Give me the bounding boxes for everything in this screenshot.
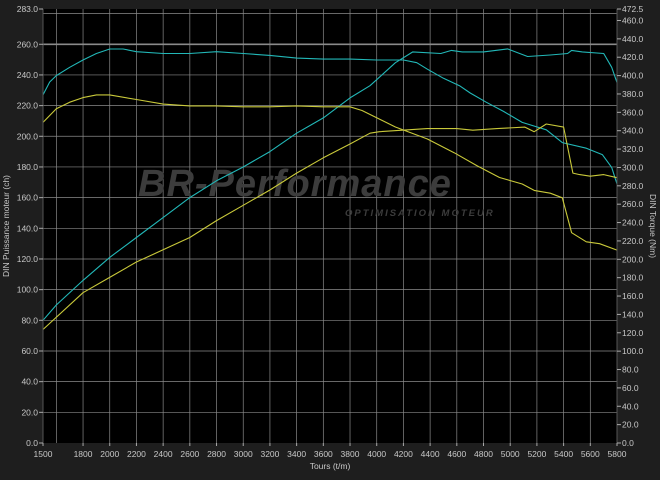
y-left-tick-label: 100.0 bbox=[17, 285, 39, 295]
y-left-tick-label: 20.0 bbox=[21, 407, 38, 417]
y-left-tick-label: 140.0 bbox=[17, 223, 39, 233]
watermark-logo: BR-Performance bbox=[138, 163, 452, 205]
y-left-tick-label: 200.0 bbox=[17, 131, 39, 141]
x-tick-label: 2800 bbox=[207, 449, 226, 459]
y-right-tick-label: 140.0 bbox=[622, 309, 644, 319]
y-left-tick-label: 80.0 bbox=[21, 315, 38, 325]
x-tick-label: 2400 bbox=[154, 449, 173, 459]
y-right-tick-label: 472.5 bbox=[622, 4, 644, 14]
x-axis-title: Tours (t/m) bbox=[310, 461, 351, 471]
x-tick-label: 1800 bbox=[74, 449, 93, 459]
y-right-tick-label: 320.0 bbox=[622, 144, 644, 154]
y-right-tick-label: 340.0 bbox=[622, 126, 644, 136]
y-left-tick-label: 240.0 bbox=[17, 70, 39, 80]
y-right-tick-label: 20.0 bbox=[622, 420, 639, 430]
x-tick-label: 4600 bbox=[447, 449, 466, 459]
axes: 1500 1800 2000 2200 2400 2600 2800 3000 3200 3400… bbox=[17, 4, 644, 459]
x-tick-label: 4200 bbox=[394, 449, 413, 459]
y-right-tick-label: 380.0 bbox=[622, 89, 644, 99]
y-right-tick-label: 420.0 bbox=[622, 52, 644, 62]
series-yellow-power-line bbox=[42, 123, 618, 330]
y-axis-right-title: DIN Torque (Nm) bbox=[648, 194, 658, 258]
y-right-tick-label: 40.0 bbox=[622, 401, 639, 411]
x-tick-label: 1500 bbox=[34, 449, 53, 459]
x-tick-label: 2000 bbox=[100, 449, 119, 459]
y-left-tick-label: 180.0 bbox=[17, 162, 39, 172]
y-left-tick-label: 60.0 bbox=[21, 346, 38, 356]
y-left-tick-label: 160.0 bbox=[17, 193, 39, 203]
x-tick-label: 5600 bbox=[581, 449, 600, 459]
x-tick-label: 3200 bbox=[260, 449, 279, 459]
x-tick-label: 2200 bbox=[127, 449, 146, 459]
y-right-tick-label: 0.0 bbox=[622, 438, 634, 448]
x-tick-label: 4800 bbox=[474, 449, 493, 459]
y-right-tick-label: 180.0 bbox=[622, 273, 644, 283]
y-left-tick-label: 260.0 bbox=[17, 39, 39, 49]
x-tick-label: 4400 bbox=[421, 449, 440, 459]
x-tick-label: 4000 bbox=[367, 449, 386, 459]
x-tick-label: 3600 bbox=[314, 449, 333, 459]
y-right-tick-label: 360.0 bbox=[622, 107, 644, 117]
y-right-tick-label: 100.0 bbox=[622, 346, 644, 356]
y-right-tick-label: 200.0 bbox=[622, 254, 644, 264]
y-left-tick-label: 283.0 bbox=[17, 4, 39, 14]
y-axis-left-title: DIN Puissance moteur (ch) bbox=[1, 175, 11, 277]
x-tick-label: 3800 bbox=[341, 449, 360, 459]
y-right-tick-label: 400.0 bbox=[622, 71, 644, 81]
y-right-tick-label: 280.0 bbox=[622, 181, 644, 191]
y-right-tick-label: 260.0 bbox=[622, 199, 644, 209]
y-right-tick-label: 300.0 bbox=[622, 162, 644, 172]
x-tick-label: 3400 bbox=[287, 449, 306, 459]
series-group bbox=[42, 48, 618, 330]
x-tick-label: 5800 bbox=[608, 449, 627, 459]
y-right-tick-label: 60.0 bbox=[622, 383, 639, 393]
series-cyan-power-line bbox=[42, 48, 618, 321]
y-left-tick-label: 220.0 bbox=[17, 101, 39, 111]
plot-area bbox=[43, 9, 617, 443]
x-tick-label: 5200 bbox=[527, 449, 546, 459]
x-tick-label: 3000 bbox=[234, 449, 253, 459]
x-tick-label: 2600 bbox=[180, 449, 199, 459]
watermark-tagline: OPTIMISATION MOTEUR bbox=[345, 208, 495, 219]
series-cyan-torque-line bbox=[42, 48, 618, 185]
y-right-tick-label: 160.0 bbox=[622, 291, 644, 301]
y-right-tick-label: 240.0 bbox=[622, 218, 644, 228]
x-tick-label: 5400 bbox=[554, 449, 573, 459]
y-left-tick-label: 0.0 bbox=[26, 438, 38, 448]
y-right-tick-label: 460.0 bbox=[622, 15, 644, 25]
y-right-tick-label: 440.0 bbox=[622, 34, 644, 44]
y-left-tick-label: 120.0 bbox=[17, 254, 39, 264]
x-tick-label: 5000 bbox=[501, 449, 520, 459]
y-right-tick-label: 220.0 bbox=[622, 236, 644, 246]
series-yellow-torque-line bbox=[42, 94, 618, 251]
y-right-tick-label: 80.0 bbox=[622, 365, 639, 375]
y-right-tick-label: 120.0 bbox=[622, 328, 644, 338]
y-left-tick-label: 40.0 bbox=[21, 377, 38, 387]
